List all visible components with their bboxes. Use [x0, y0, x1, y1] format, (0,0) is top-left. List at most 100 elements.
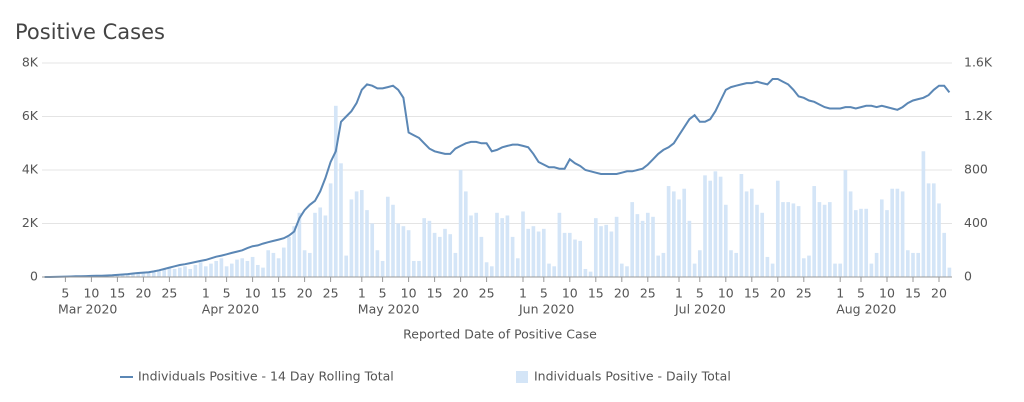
- bar: [245, 260, 250, 277]
- y-tick-label: 4K: [22, 162, 39, 177]
- bar: [240, 258, 245, 277]
- bar: [125, 273, 130, 277]
- bar: [307, 252, 312, 277]
- bar: [807, 255, 811, 277]
- bar: [557, 212, 562, 277]
- bar: [261, 267, 265, 277]
- bar: [911, 252, 915, 277]
- y2-tick-label: 1.6K: [964, 55, 993, 70]
- bar: [479, 236, 484, 277]
- bar: [157, 270, 161, 277]
- bar: [864, 208, 869, 277]
- bar: [359, 190, 364, 277]
- bar: [770, 263, 775, 277]
- bar: [853, 210, 858, 277]
- bar: [489, 266, 494, 277]
- bar: [801, 258, 806, 277]
- x-tick-label: 1: [358, 286, 366, 301]
- bar: [391, 204, 395, 277]
- bar: [791, 203, 796, 277]
- x-tick-label: 5: [379, 286, 387, 301]
- bar: [531, 226, 536, 277]
- x-tick-label: 20: [614, 286, 630, 301]
- x-tick-label: 15: [588, 286, 604, 301]
- bar: [458, 170, 463, 277]
- bar: [697, 250, 702, 277]
- bar: [131, 272, 135, 277]
- bar: [370, 223, 375, 277]
- bar: [661, 252, 666, 277]
- bar: [718, 176, 723, 277]
- bar: [796, 206, 801, 277]
- bar: [110, 275, 115, 277]
- bar: [203, 266, 208, 277]
- bar: [640, 220, 645, 277]
- x-tick-label: 20: [931, 286, 947, 301]
- bar: [521, 211, 525, 277]
- bar: [573, 239, 577, 277]
- bar: [333, 105, 338, 277]
- bar: [224, 266, 229, 277]
- bar: [396, 223, 401, 277]
- legend-label: Individuals Positive - Daily Total: [534, 369, 731, 384]
- bar: [495, 212, 499, 277]
- month-label: May 2020: [358, 302, 420, 317]
- bar: [266, 250, 271, 277]
- bar: [193, 264, 198, 277]
- bar: [365, 210, 369, 277]
- bar: [619, 263, 624, 277]
- bar: [599, 226, 603, 277]
- bar: [276, 258, 281, 277]
- bar: [755, 204, 759, 277]
- bar: [380, 260, 385, 277]
- bar: [547, 263, 551, 277]
- bar: [411, 260, 416, 277]
- bar: [406, 230, 411, 277]
- bar: [713, 171, 718, 277]
- bar: [162, 268, 167, 277]
- bar: [744, 191, 749, 277]
- bar: [214, 260, 219, 277]
- bar: [198, 262, 203, 277]
- x-tick-label: 1: [836, 286, 844, 301]
- x-axis-title: Reported Date of Positive Case: [403, 327, 597, 342]
- bar: [827, 202, 832, 277]
- bar: [817, 202, 822, 277]
- bar: [427, 220, 432, 277]
- bar: [271, 252, 276, 277]
- x-tick-label: 20: [453, 286, 469, 301]
- y-tick-label: 2K: [22, 215, 39, 230]
- x-tick-label: 25: [161, 286, 177, 301]
- bar: [354, 191, 359, 277]
- bar: [292, 226, 297, 277]
- bar: [890, 188, 895, 277]
- bar: [879, 199, 884, 277]
- bar: [443, 228, 447, 277]
- x-tick-label: 20: [297, 286, 313, 301]
- legend-swatch: [516, 371, 528, 383]
- bar: [604, 224, 609, 277]
- bar: [677, 199, 681, 277]
- bar: [635, 214, 640, 277]
- bar: [666, 186, 671, 277]
- bar: [703, 175, 707, 277]
- bar: [526, 228, 531, 277]
- x-tick-label: 10: [562, 286, 578, 301]
- bar: [885, 210, 889, 277]
- bar: [437, 236, 442, 277]
- bar: [905, 250, 910, 277]
- bar: [895, 188, 900, 277]
- bar: [209, 263, 213, 277]
- bar: [328, 183, 333, 277]
- y-tick-label: 0: [30, 269, 38, 284]
- bar: [177, 267, 182, 277]
- bar: [822, 204, 827, 277]
- x-tick-label: 5: [61, 286, 69, 301]
- bar: [541, 228, 546, 277]
- x-tick-label: 15: [427, 286, 443, 301]
- bar: [297, 212, 302, 277]
- bar: [146, 272, 151, 277]
- bar: [484, 262, 489, 277]
- bar: [838, 263, 843, 277]
